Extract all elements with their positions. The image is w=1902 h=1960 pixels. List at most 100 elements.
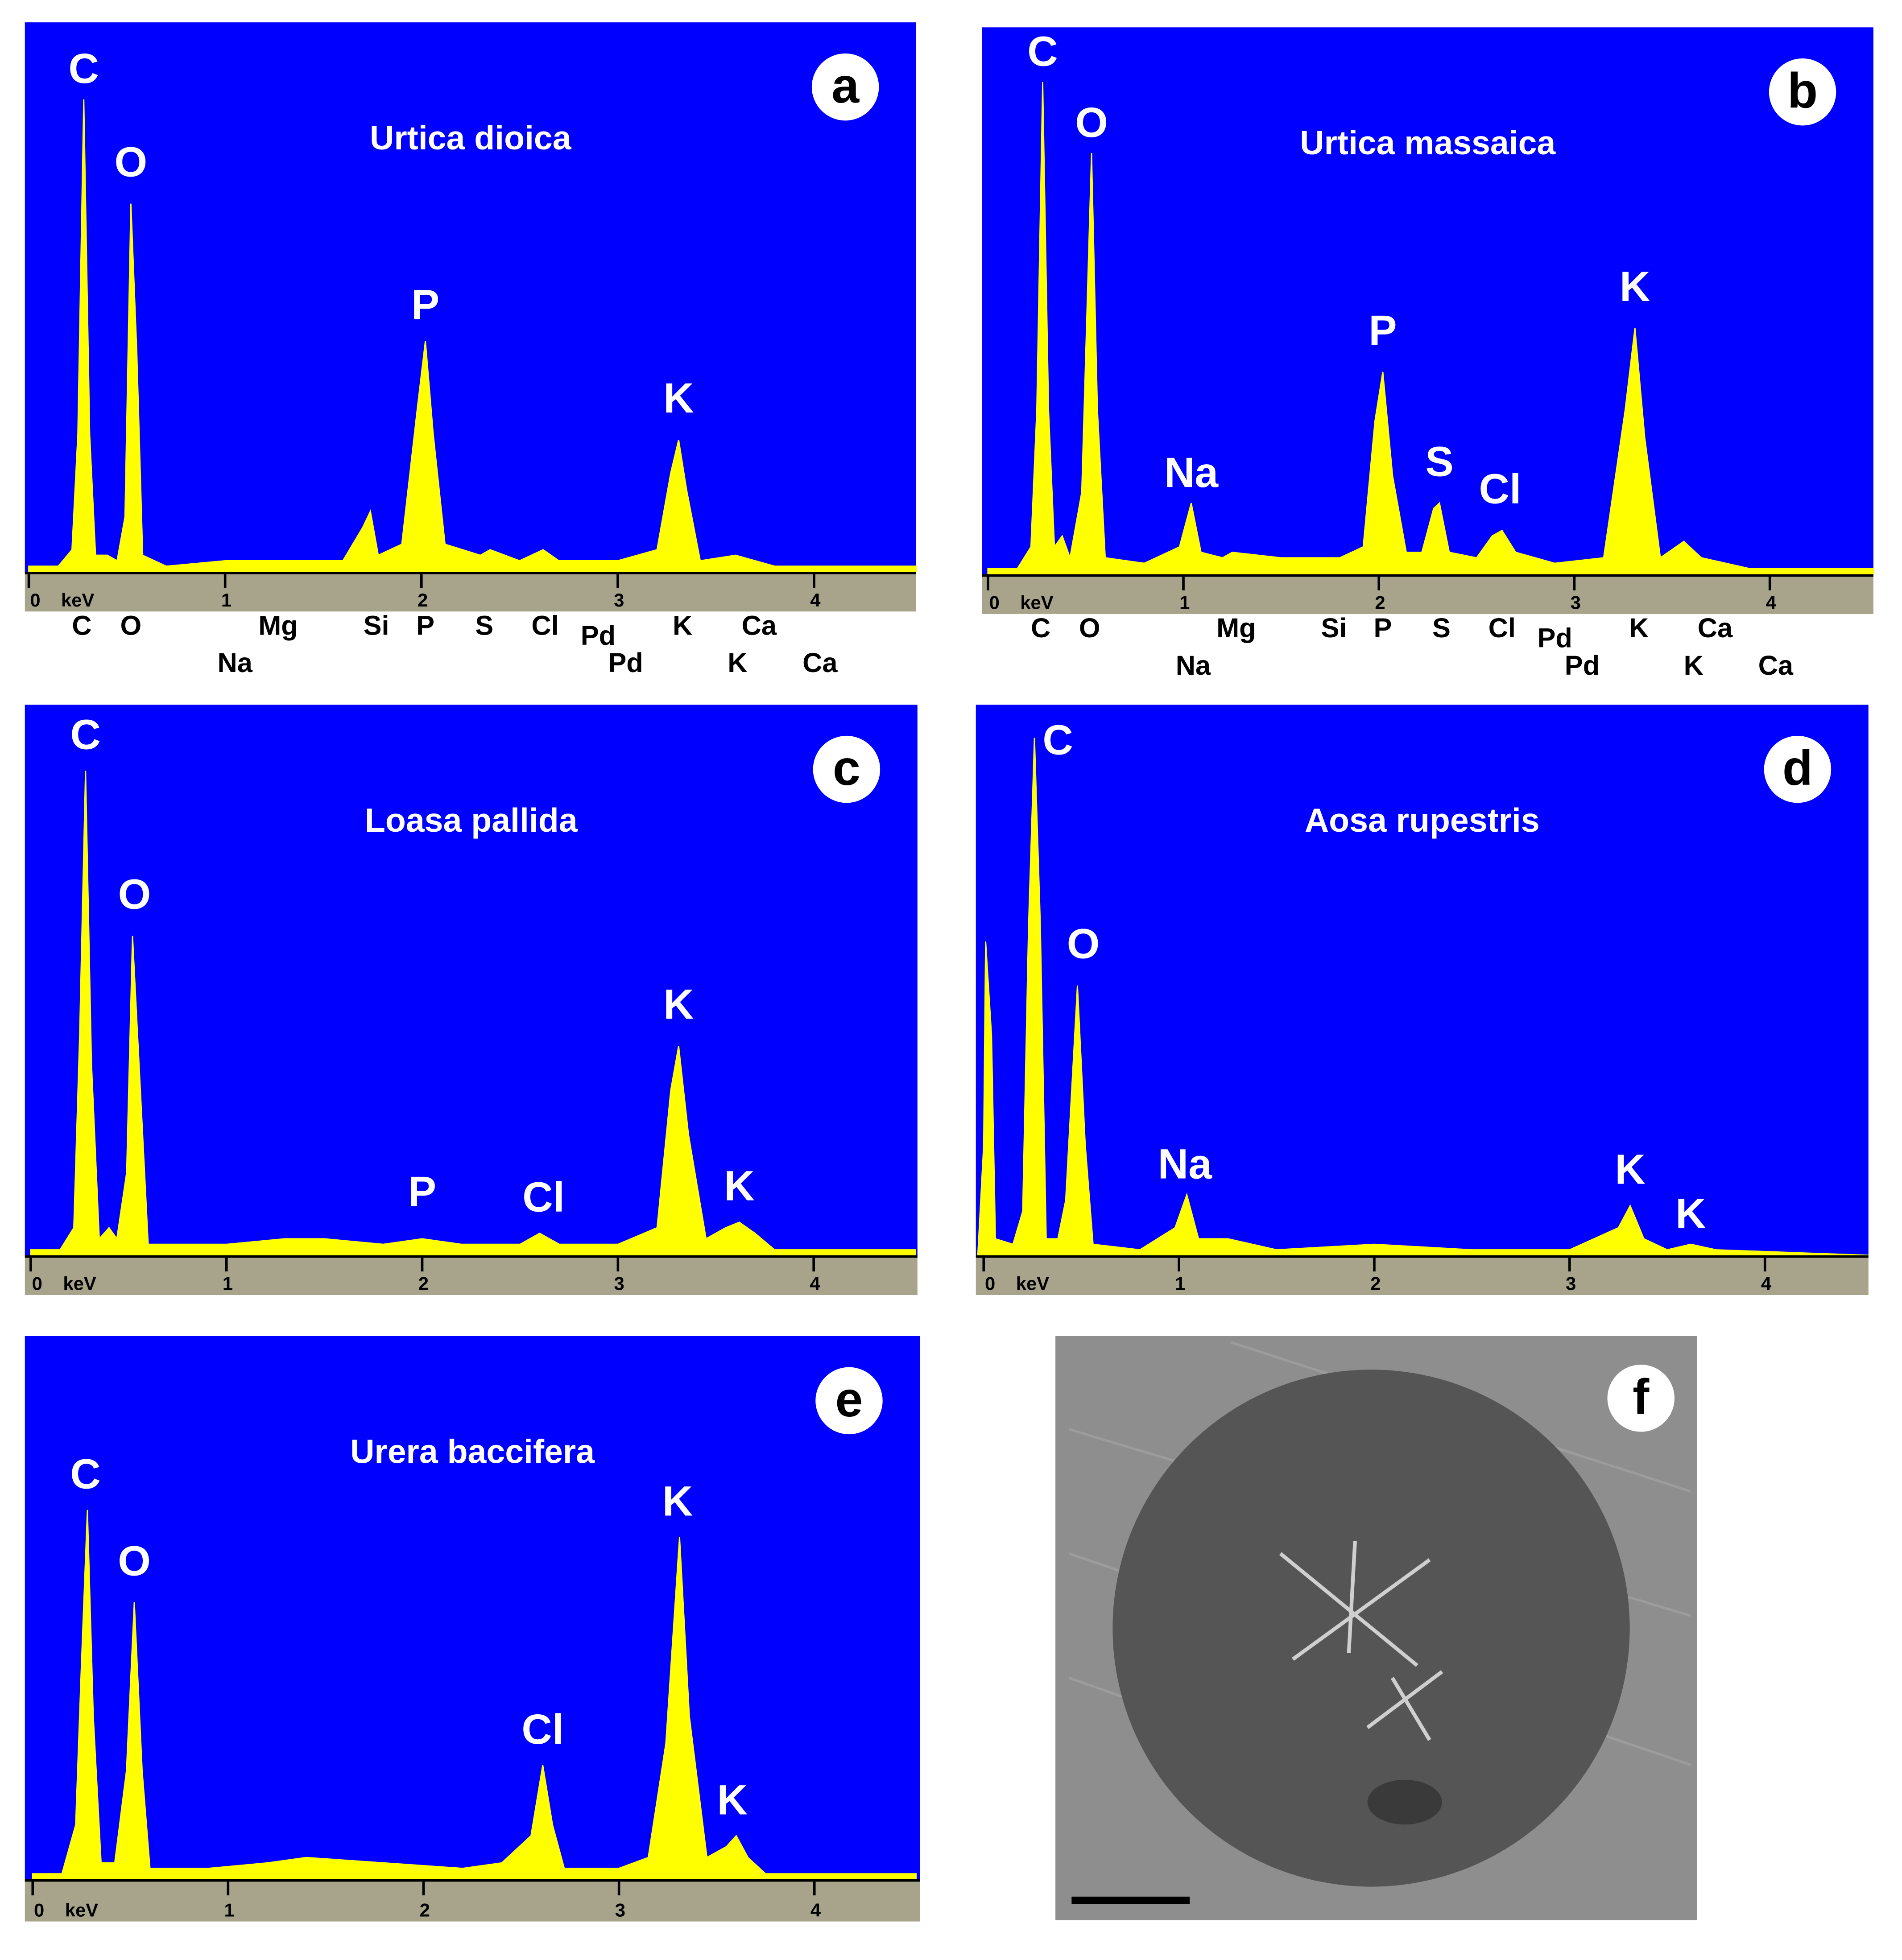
x-tick-label: 1 xyxy=(221,590,232,611)
crystal xyxy=(1279,1541,1443,1741)
line-label: C xyxy=(1031,612,1050,643)
peak-label: O xyxy=(118,871,151,918)
peak-label: Na xyxy=(1158,1140,1212,1188)
panel-letter-circle xyxy=(1764,735,1832,803)
x-tick-label: 0 xyxy=(985,1273,995,1294)
line-label: Si xyxy=(1321,612,1347,643)
x-tick-label: 3 xyxy=(1571,592,1581,613)
x-tick-label: 4 xyxy=(810,1899,821,1920)
line-label: P xyxy=(1374,612,1392,643)
panel-letter-circle xyxy=(1769,58,1836,126)
x-tick-label: 1 xyxy=(1179,592,1190,613)
peak-label: K xyxy=(1615,1146,1645,1193)
chart-title: Loasa pallida xyxy=(365,801,578,839)
peak-label: K xyxy=(1620,263,1650,310)
plot-background xyxy=(25,705,918,1255)
peak-label: P xyxy=(1369,307,1397,354)
peak-label: Cl xyxy=(522,1173,565,1221)
panel-letter-circle xyxy=(813,735,881,803)
x-tick-label: 1 xyxy=(223,1273,233,1294)
x-tick-label: 0 xyxy=(34,1899,44,1920)
peak-label: O xyxy=(1067,920,1100,967)
axis-bar xyxy=(976,1255,1869,1295)
peak-label: K xyxy=(662,1478,693,1525)
peak-label: Na xyxy=(1164,449,1219,496)
x-tick-label: 0 xyxy=(32,1273,42,1294)
sem-image: f xyxy=(1055,1336,1697,1920)
x-tick-label: 2 xyxy=(418,590,428,611)
panel-letter: f xyxy=(1633,1369,1650,1424)
line-label: Ca xyxy=(1698,612,1733,643)
axis-bar xyxy=(982,574,1873,614)
line-label: P xyxy=(416,610,434,641)
x-axis-label: keV xyxy=(65,1899,98,1920)
spectrum xyxy=(977,738,1869,1256)
line-label: S xyxy=(1432,612,1451,643)
plot-background xyxy=(25,1336,920,1879)
x-tick-label: 1 xyxy=(1175,1273,1185,1294)
plot-background xyxy=(976,705,1869,1255)
peak-label: P xyxy=(408,1168,436,1215)
plot-background xyxy=(982,27,1873,574)
spectrum xyxy=(987,82,1874,575)
line-label: Na xyxy=(1176,650,1211,681)
line-label: O xyxy=(120,610,142,641)
line-label: Ca xyxy=(742,610,777,641)
axis-bar xyxy=(25,571,916,612)
peak-label: C xyxy=(69,45,99,92)
panel-letter: e xyxy=(835,1371,863,1427)
panel-letter: d xyxy=(1782,740,1813,796)
peak-label: K xyxy=(663,981,694,1028)
x-axis-label: keV xyxy=(1016,1273,1049,1294)
x-tick-label: 3 xyxy=(1566,1273,1576,1294)
line-label: O xyxy=(1079,612,1100,643)
x-axis-label: keV xyxy=(63,1273,96,1294)
x-tick-label: 1 xyxy=(224,1899,235,1920)
line-label: Pd xyxy=(1565,650,1600,681)
line-label: Cl xyxy=(1489,612,1516,643)
x-tick-label: 0 xyxy=(30,590,40,611)
peak-label: C xyxy=(1042,717,1073,764)
line-label: Ca xyxy=(802,647,838,678)
x-axis-label: keV xyxy=(1020,592,1053,613)
chart-title: Urtica massaica xyxy=(1300,124,1556,161)
panel-letter: c xyxy=(833,740,860,796)
spectrum xyxy=(30,771,916,1256)
x-tick-label: 4 xyxy=(810,1273,820,1294)
line-label: K xyxy=(728,647,747,678)
peak-label: K xyxy=(724,1163,754,1210)
x-tick-label: 4 xyxy=(1766,592,1777,613)
plot-background xyxy=(25,22,916,572)
peak-label: S xyxy=(1425,438,1453,485)
line-label: S xyxy=(475,610,493,641)
x-tick-label: 4 xyxy=(1761,1273,1772,1294)
panel-letter: a xyxy=(831,58,860,113)
x-tick-label: 2 xyxy=(420,1899,430,1920)
axis-bar xyxy=(25,1879,920,1922)
peak-label: O xyxy=(118,1538,151,1585)
x-tick-label: 3 xyxy=(615,1899,625,1920)
scale-bar xyxy=(1071,1896,1190,1904)
line-label: Na xyxy=(218,647,253,678)
peak-label: Cl xyxy=(1479,466,1522,513)
panel-letter-circle xyxy=(811,53,879,121)
line-label: C xyxy=(72,610,91,641)
line-label: Ca xyxy=(1758,650,1794,681)
x-tick-label: 2 xyxy=(418,1273,429,1294)
panel-letter-circle xyxy=(1607,1365,1675,1432)
peak-label: K xyxy=(1675,1190,1706,1237)
peak-label: K xyxy=(717,1776,748,1824)
line-label: K xyxy=(673,610,692,641)
x-axis-label: keV xyxy=(61,590,94,611)
line-label: Mg xyxy=(258,610,298,641)
line-label: Mg xyxy=(1216,612,1256,643)
line-label: Pd xyxy=(1537,622,1572,653)
line-label: Pd xyxy=(581,620,616,651)
line-label: K xyxy=(1629,612,1649,643)
image-shadow xyxy=(1367,1779,1442,1825)
x-tick-label: 4 xyxy=(810,590,821,611)
peak-label: K xyxy=(663,375,694,422)
x-tick-label: 2 xyxy=(1375,592,1385,613)
